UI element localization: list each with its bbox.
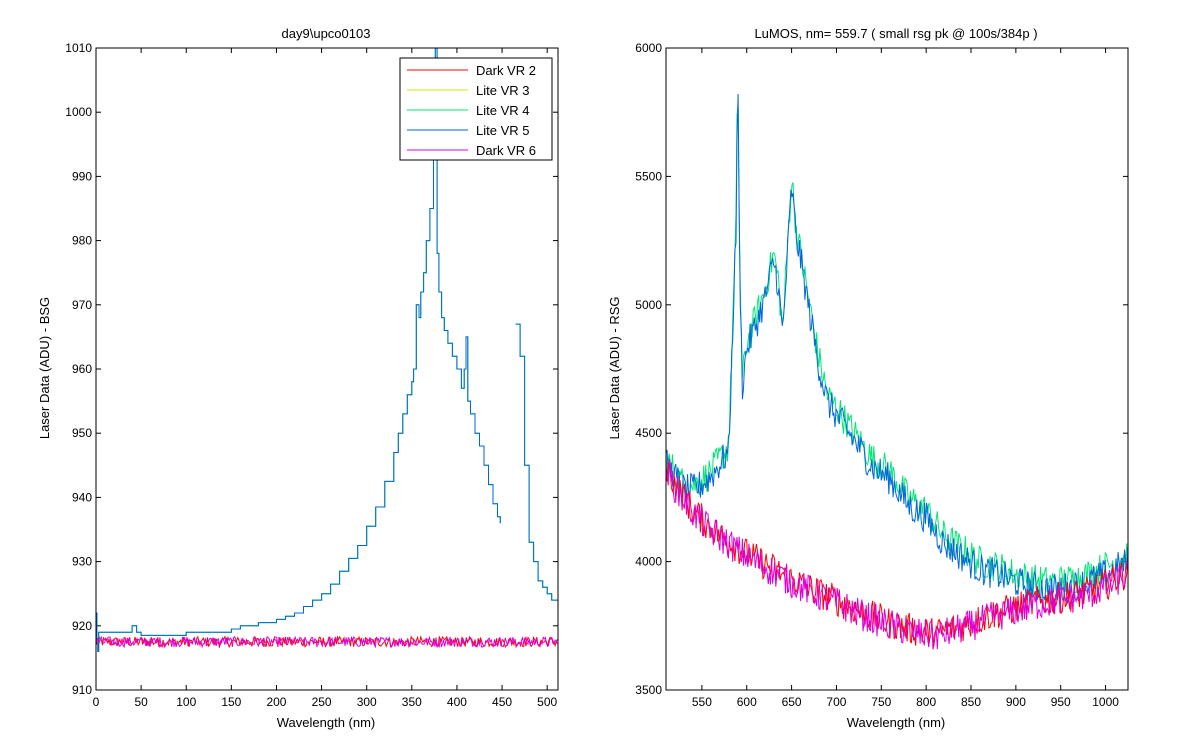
y-tick-label: 4500 [635, 426, 662, 440]
y-tick-label: 5000 [635, 298, 662, 312]
x-tick-label: 600 [737, 695, 757, 709]
legend-label: Dark VR 6 [476, 143, 536, 158]
x-tick-label: 1000 [1092, 695, 1119, 709]
series-line-dark-vr-6 [96, 635, 558, 649]
legend-label: Lite VR 5 [476, 123, 529, 138]
rsg-plot-frame [665, 47, 1129, 691]
y-tick-label: 4000 [635, 555, 662, 569]
y-tick-label: 5500 [635, 169, 662, 183]
x-tick-label: 800 [916, 695, 936, 709]
y-tick-label: 990 [72, 169, 92, 183]
legend-label: Dark VR 2 [476, 63, 536, 78]
bsg-x-axis-label: Wavelength (nm) [277, 715, 376, 730]
bsg-legend-box [399, 57, 553, 161]
x-tick-label: 50 [134, 695, 148, 709]
y-tick-label: 960 [72, 362, 92, 376]
rsg-plot-lines [666, 93, 1128, 650]
series-group [96, 48, 558, 652]
y-tick-label: 910 [72, 683, 92, 697]
x-tick-label: 250 [312, 695, 332, 709]
rsg-ticks: 550 600 650 700 750 800 850 900 950 1000 3500 4000 4… [635, 41, 1128, 709]
legend-label: Lite VR 3 [476, 83, 529, 98]
x-tick-label: 200 [266, 695, 286, 709]
bsg-chart-title: day9\upco0103 [282, 26, 371, 41]
series-line-lite-vr-5 [96, 48, 501, 652]
rsg-x-axis-label: Wavelength (nm) [847, 715, 946, 730]
x-tick-label: 900 [1006, 695, 1026, 709]
series-line-dark [666, 459, 1128, 650]
y-tick-label: 920 [72, 619, 92, 633]
x-tick-label: 300 [357, 695, 377, 709]
bsg-y-axis-label: Laser Data (ADU) - BSG [37, 297, 52, 439]
x-tick-label: 650 [782, 695, 802, 709]
x-tick-label: 150 [221, 695, 241, 709]
x-tick-label: 550 [692, 695, 712, 709]
y-tick-label: 980 [72, 234, 92, 248]
x-tick-label: 950 [1051, 695, 1071, 709]
x-tick-label: 0 [93, 695, 100, 709]
series-group [666, 93, 1128, 650]
y-tick-label: 930 [72, 555, 92, 569]
x-tick-label: 750 [871, 695, 891, 709]
y-tick-label: 1000 [65, 105, 92, 119]
y-tick-label: 950 [72, 426, 92, 440]
y-tick-label: 1010 [65, 41, 92, 55]
series-line-dark-vr-2 [96, 635, 558, 649]
x-tick-label: 100 [176, 695, 196, 709]
y-tick-label: 940 [72, 490, 92, 504]
bsg-ticks: 0 50 100 150 200 250 300 350 400 450 500 910 920 930 9… [65, 41, 558, 709]
rsg-chart: LuMOS, nm= 559.7 ( small rsg pk @ 100s/3… [607, 26, 1129, 730]
x-tick-label: 400 [447, 695, 467, 709]
x-tick-label: 350 [402, 695, 422, 709]
x-tick-label: 850 [961, 695, 981, 709]
bsg-plot-frame [95, 47, 559, 691]
x-tick-label: 500 [537, 695, 557, 709]
x-tick-label: 700 [826, 695, 846, 709]
rsg-y-axis-label: Laser Data (ADU) - RSG [607, 296, 622, 439]
rsg-chart-title: LuMOS, nm= 559.7 ( small rsg pk @ 100s/3… [754, 26, 1037, 41]
y-tick-label: 970 [72, 298, 92, 312]
y-tick-label: 6000 [635, 41, 662, 55]
bsg-plot-lines [96, 48, 558, 652]
x-tick-label: 450 [492, 695, 512, 709]
legend-label: Lite VR 4 [476, 103, 529, 118]
y-tick-label: 3500 [635, 683, 662, 697]
series-line-tail [515, 323, 558, 601]
bsg-chart: day9\upco0103 Wavelength (nm) Laser Data… [37, 26, 559, 730]
bsg-legend: Dark VR 2 Lite VR 3 Lite VR 4 Lite VR 5 Dark… [399, 57, 553, 161]
